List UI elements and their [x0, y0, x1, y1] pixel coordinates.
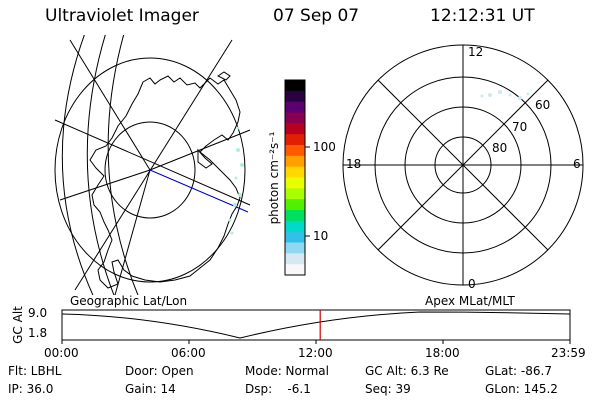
- glon-info: GLon: 145.2: [485, 382, 558, 396]
- timeline-frame: [61, 309, 571, 341]
- timeline-y-tick-bottom: 1.8: [28, 326, 48, 340]
- timeline-x-tick-2: 12:00: [298, 346, 333, 360]
- dsp-info: Dsp: -6.1: [245, 382, 311, 396]
- gc-alt-info: GC Alt: 6.3 Re: [365, 364, 449, 378]
- timeline-chart: [61, 309, 571, 344]
- meridian-6: [59, 169, 151, 201]
- continent-outline: [89, 75, 241, 289]
- peninsula-outline: [197, 148, 213, 169]
- lat-circle-small: [104, 121, 196, 219]
- colorbar-cell: [285, 242, 305, 254]
- lat-arc-outer-1: [61, 35, 94, 295]
- timeline-x-tick-0: 00:00: [44, 346, 79, 360]
- colorbar-cells: [285, 80, 305, 276]
- polar-caption: Apex MLat/MLT: [425, 294, 515, 308]
- time-label: 12:12:31 UT: [430, 6, 535, 26]
- timeline-x-tick-4: 23:59: [551, 346, 586, 360]
- view-line: [149, 169, 249, 213]
- altitude-curve: [61, 311, 571, 339]
- app-title: Ultraviolet Imager: [45, 6, 199, 26]
- meridian-5: [114, 169, 151, 295]
- colorbar-cell: [285, 145, 305, 157]
- timeline-x-tick-3: 18:00: [425, 346, 460, 360]
- colorbar-unit-label: photon cm⁻²s⁻¹: [267, 131, 281, 225]
- polar-aurora-emission: [480, 90, 530, 100]
- mlt-label-18: 18: [346, 157, 362, 171]
- colorbar-cell: [285, 134, 305, 146]
- colorbar-cell: [285, 253, 305, 265]
- mlat-label-60: 60: [535, 98, 551, 112]
- colorbar-cell: [285, 166, 305, 178]
- date-label: 07 Sep 07: [273, 6, 360, 26]
- geographic-caption: Geographic Lat/Lon: [70, 294, 188, 308]
- mlat-label-80: 80: [492, 141, 508, 155]
- colorbar-label-100: 100: [313, 140, 336, 154]
- mlt-label-12: 12: [468, 45, 484, 59]
- lat-circle-large: [54, 57, 246, 283]
- filter-info: Flt: LBHL: [8, 364, 62, 378]
- glat-info: GLat: -86.7: [485, 364, 552, 378]
- colorbar-cell: [285, 264, 305, 276]
- colorbar: [284, 79, 310, 276]
- meridian-3: [69, 39, 151, 171]
- colorbar-cell: [285, 188, 305, 200]
- colorbar-frame: [284, 79, 306, 276]
- geo-aurora-emission: [228, 126, 244, 235]
- lat-arc-outer-3: [107, 35, 139, 295]
- colorbar-label-10: 10: [313, 229, 329, 243]
- gain-info: Gain: 14: [125, 382, 176, 396]
- mode-info: Mode: Normal: [245, 364, 329, 378]
- mlt-label-0: 0: [468, 277, 476, 291]
- colorbar-cell: [285, 220, 305, 233]
- timeline-x-tick-1: 06:00: [171, 346, 206, 360]
- colorbar-cell: [285, 112, 305, 124]
- timeline-y-label: GC Alt: [11, 306, 25, 344]
- colorbar-cell: [285, 101, 305, 113]
- colorbar-cell: [285, 80, 305, 92]
- timeline-y-tick-top: 9.0: [28, 306, 48, 320]
- mlt-label-6: 6: [573, 157, 581, 171]
- polar-map: [342, 44, 584, 286]
- ip-info: IP: 36.0: [8, 382, 54, 396]
- seq-info: Seq: 39: [365, 382, 411, 396]
- colorbar-cell: [285, 90, 305, 103]
- mlat-label-70: 70: [512, 120, 528, 134]
- colorbar-cell: [285, 123, 305, 135]
- lat-arc-outer-2: [86, 35, 115, 295]
- colorbar-cell: [285, 177, 305, 189]
- island-outline: [217, 71, 231, 81]
- door-info: Door: Open: [125, 364, 194, 378]
- colorbar-cell: [285, 199, 305, 211]
- polar-diagonal-2: [377, 79, 549, 251]
- colorbar-cell: [285, 231, 305, 243]
- meridian-4: [149, 129, 251, 171]
- colorbar-cell: [285, 155, 305, 168]
- meridian-2: [74, 39, 233, 291]
- geographic-map: [54, 35, 251, 295]
- colorbar-cell: [285, 210, 305, 222]
- meridian-1: [54, 119, 251, 206]
